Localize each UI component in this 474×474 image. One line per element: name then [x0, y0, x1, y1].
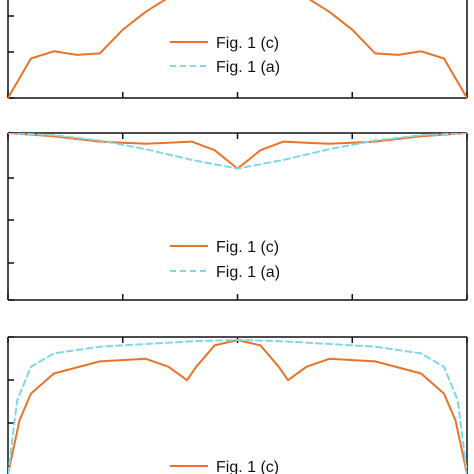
series-line-fig1a: [8, 133, 467, 170]
series-line-fig1a: [8, 339, 467, 474]
legend-label: Fig. 1 (a): [216, 264, 280, 281]
top-panel: Fig. 1 (c) Fig. 1 (a): [7, 0, 468, 99]
legend-label: Fig. 1 (c): [216, 35, 279, 52]
series-line-fig1c: [8, 339, 467, 474]
legend-label: Fig. 1 (c): [216, 459, 279, 474]
bottom-panel: Fig. 1 (c): [7, 336, 468, 474]
middle-panel: Fig. 1 (c) Fig. 1 (a): [7, 132, 468, 301]
legend-label: Fig. 1 (c): [216, 239, 279, 256]
series-line-fig1c: [8, 0, 467, 99]
legend-label: Fig. 1 (a): [216, 59, 280, 76]
